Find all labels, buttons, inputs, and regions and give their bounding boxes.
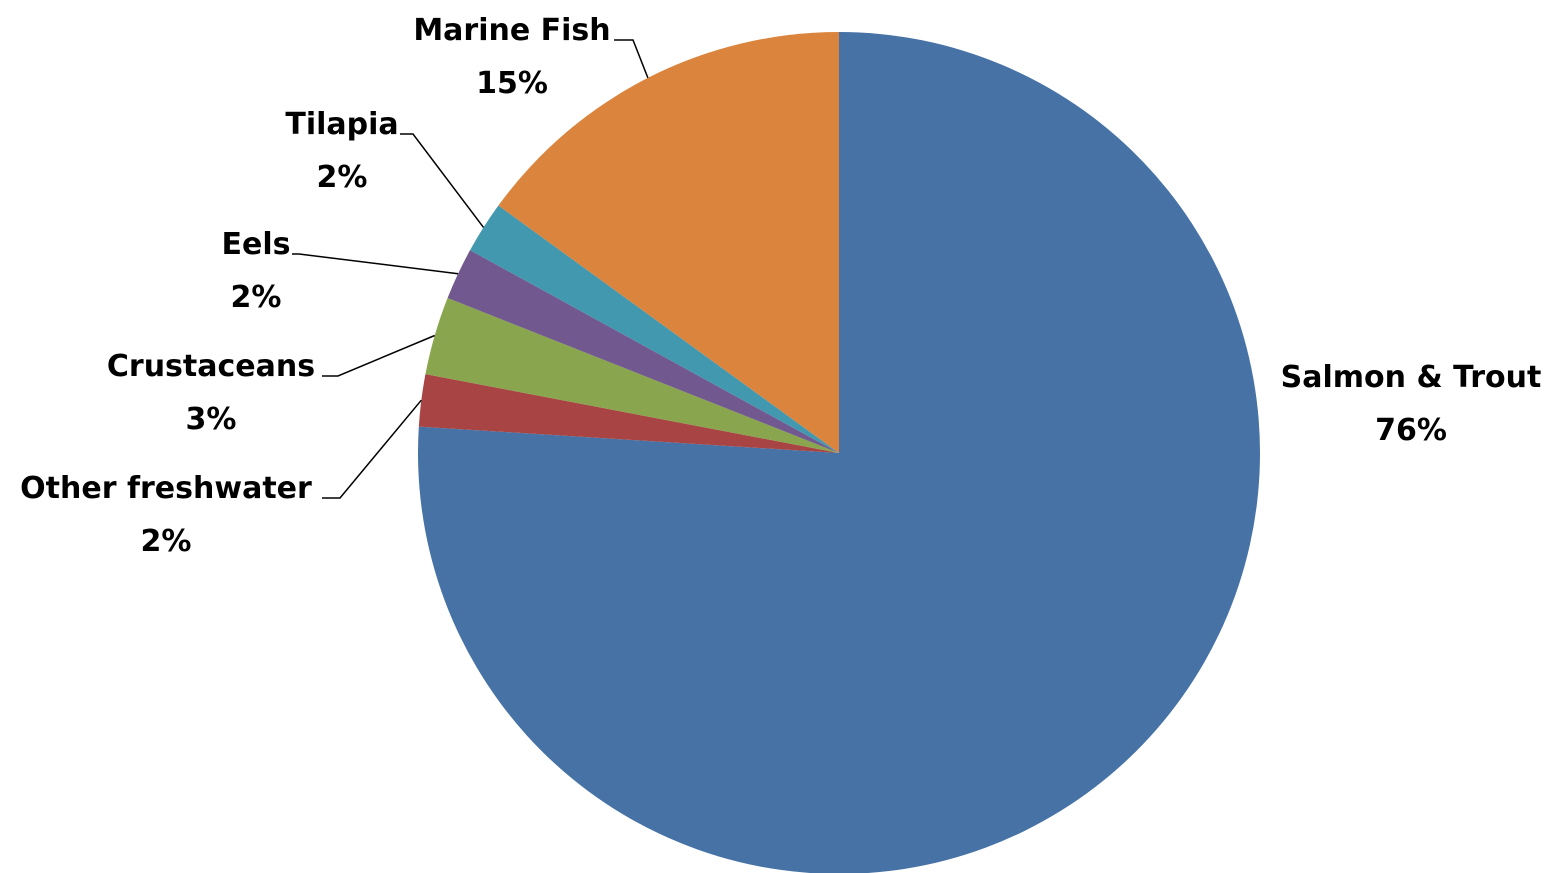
label-eels-percent: 2% (231, 280, 282, 315)
label-eels-name: Eels (222, 227, 291, 262)
slice-crustaceans (425, 298, 839, 453)
leader-crustaceans (322, 334, 435, 377)
leader-other-freshwater (322, 399, 422, 499)
slice-other-freshwater (418, 374, 839, 453)
label-salmon-trout-name: Salmon & Trout (1281, 360, 1542, 395)
label-marine-fish-name: Marine Fish (413, 13, 610, 48)
label-salmon-trout-percent: 76% (1375, 413, 1447, 448)
slice-tilapia (470, 205, 839, 453)
leader-lines (292, 39, 649, 499)
label-tilapia-name: Tilapia (285, 107, 398, 142)
leader-eels (292, 253, 459, 275)
leader-marine-fish (614, 39, 649, 79)
label-other-freshwater-name: Other freshwater (20, 471, 312, 506)
pie-slices (418, 32, 1260, 873)
slice-eels (447, 250, 839, 453)
label-crustaceans-percent: 3% (186, 402, 237, 437)
label-tilapia-percent: 2% (317, 160, 368, 195)
slice-salmon-and-trout (418, 32, 1260, 873)
leader-tilapia (400, 133, 485, 228)
label-marine-fish-percent: 15% (476, 66, 548, 101)
label-other-freshwater-percent: 2% (141, 524, 192, 559)
label-crustaceans-name: Crustaceans (107, 349, 315, 384)
slice-marine-fish (498, 32, 839, 453)
